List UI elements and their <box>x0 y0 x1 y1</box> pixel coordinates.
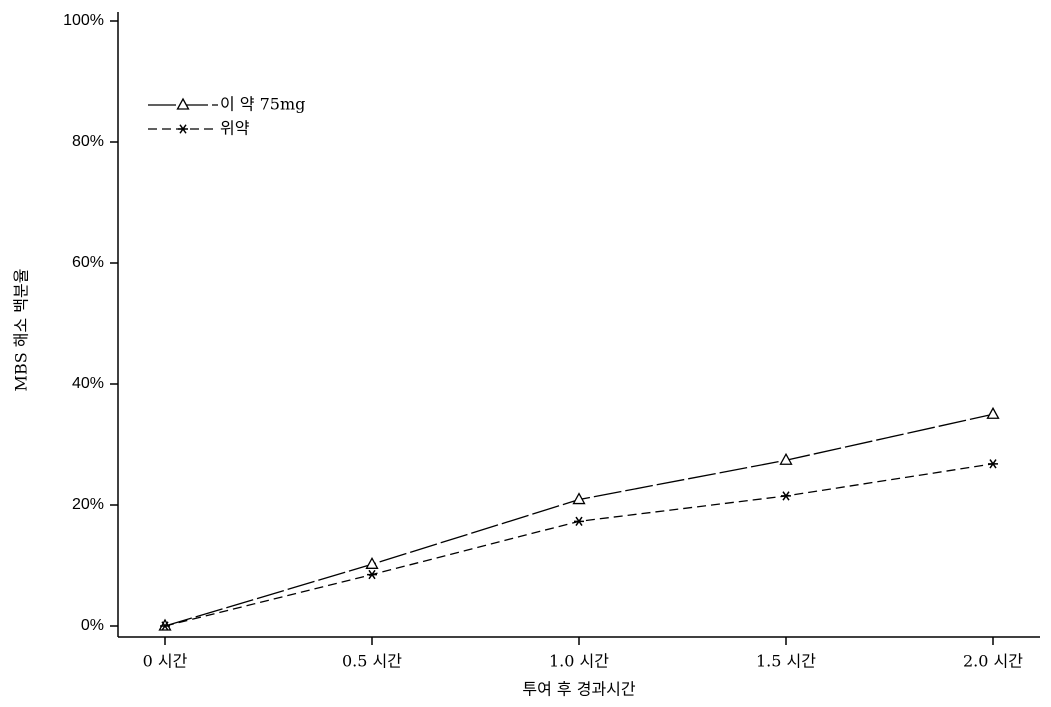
triangle-marker <box>365 556 379 569</box>
triangle-marker <box>779 452 793 465</box>
triangle-marker <box>176 97 190 110</box>
y-tick-label: 40% <box>72 375 104 392</box>
asterisk-marker <box>574 516 584 527</box>
asterisk-marker <box>988 459 998 469</box>
y-tick-label: 0% <box>81 617 104 634</box>
asterisk-marker <box>178 124 188 134</box>
series-line <box>164 463 994 627</box>
y-tick-label: 80% <box>72 133 104 150</box>
asterisk-marker <box>781 491 791 501</box>
triangle-marker <box>572 492 586 505</box>
x-tick-label: 0.5 시간 <box>342 652 402 671</box>
y-tick-label: 20% <box>72 496 104 513</box>
asterisk-marker <box>367 569 377 580</box>
triangle-marker <box>986 406 1000 419</box>
legend-label: 위약 <box>220 119 250 138</box>
y-tick-label: 60% <box>72 254 104 271</box>
y-axis-label: MBS 해소 백분율 <box>12 269 31 392</box>
y-tick-label: 100% <box>63 12 104 29</box>
legend-label: 이 약 75mg <box>220 95 305 114</box>
x-tick-label: 0 시간 <box>143 652 188 671</box>
x-tick-label: 1.0 시간 <box>549 652 609 671</box>
x-axis-label: 투여 후 경과시간 <box>522 680 635 699</box>
asterisk-marker <box>160 621 170 631</box>
x-tick-label: 2.0 시간 <box>963 652 1023 671</box>
x-tick-label: 1.5 시간 <box>756 652 816 671</box>
